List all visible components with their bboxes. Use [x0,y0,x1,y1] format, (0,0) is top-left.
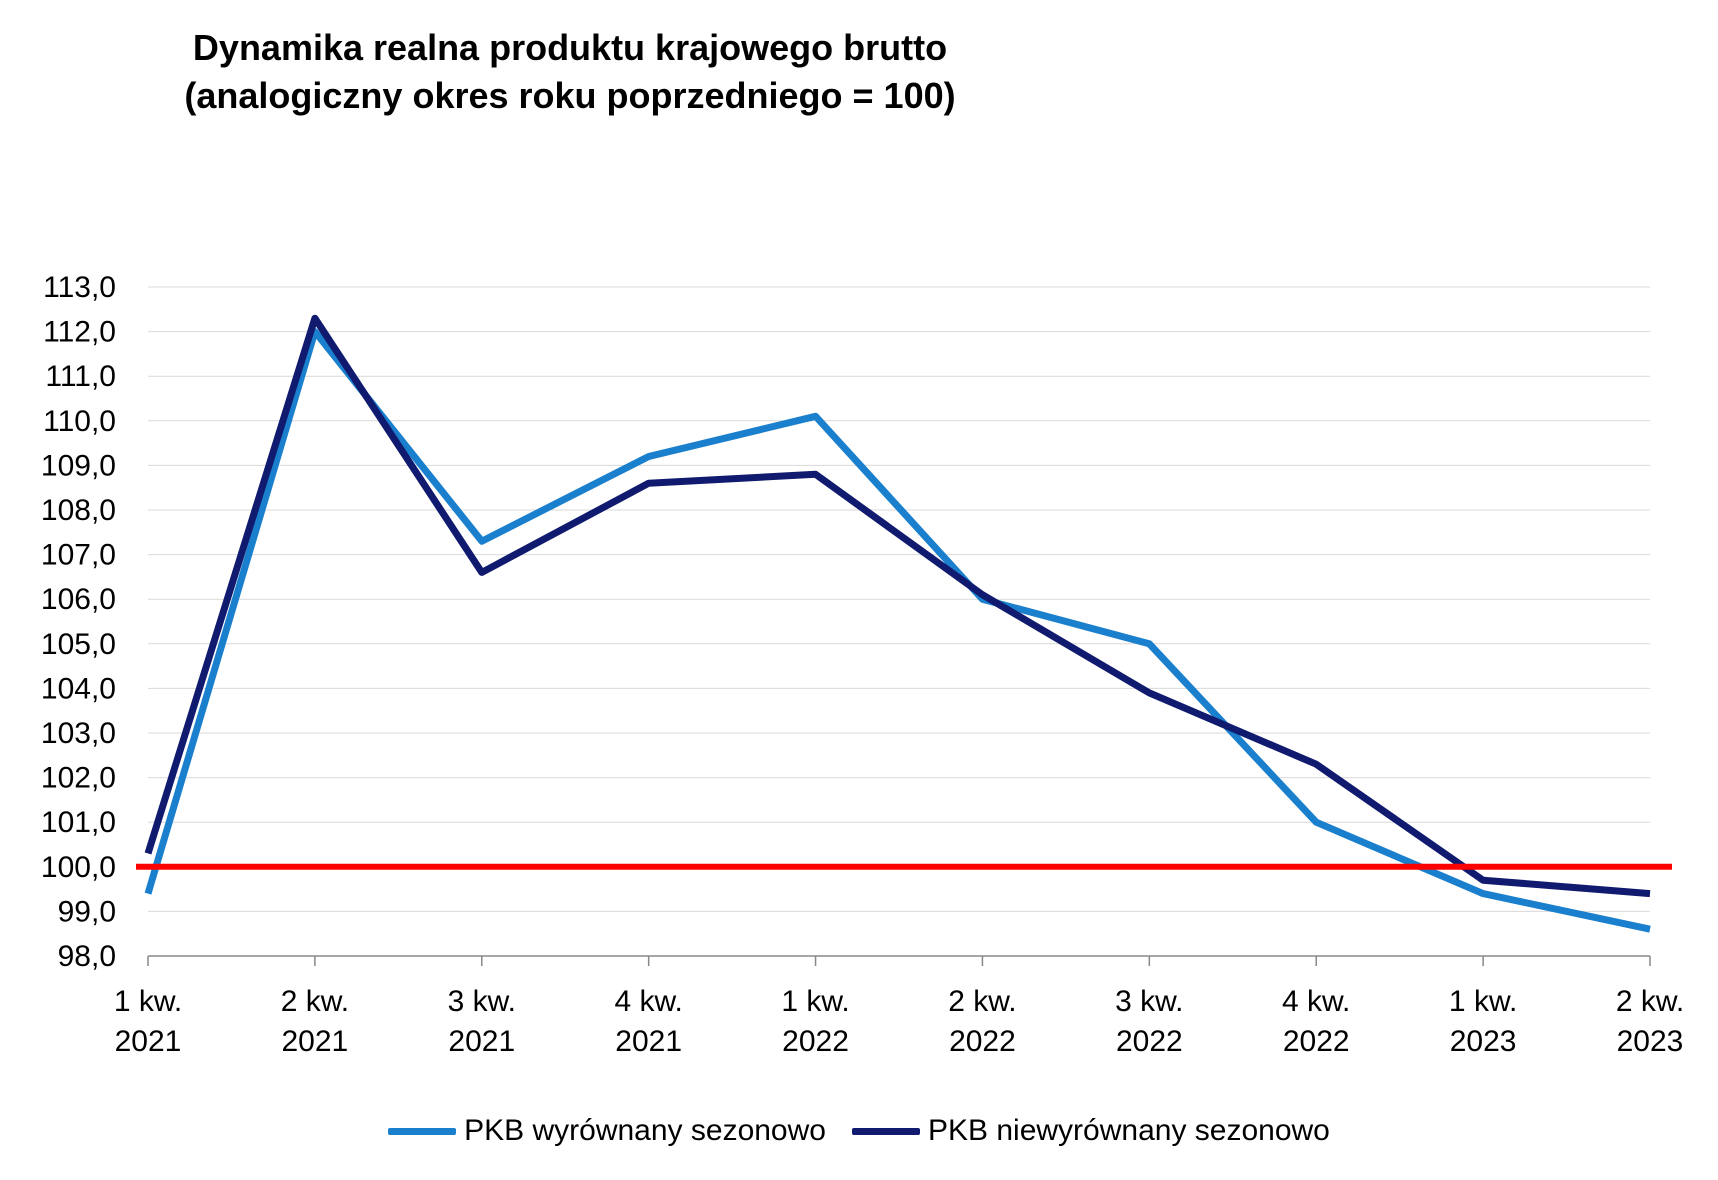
legend: PKB wyrównany sezonowo PKB niewyrównany … [0,1114,1718,1148]
y-tick-label: 102,0 [41,762,116,795]
y-tick-label: 103,0 [41,717,116,750]
legend-item-seasonally-adjusted: PKB wyrównany sezonowo [388,1114,826,1148]
x-tick-label-year: 2022 [949,1025,1016,1058]
x-tick-label-year: 2021 [115,1025,182,1058]
series-line-not-seasonally-adjusted [144,314,1651,898]
x-tick-label: 3 kw. [1115,985,1183,1018]
y-tick-label: 109,0 [41,449,116,482]
y-tick-label: 100,0 [41,851,116,884]
x-tick-label-year: 2022 [1283,1025,1350,1058]
y-tick-label: 101,0 [41,806,116,839]
y-tick-label: 107,0 [41,539,116,572]
y-tick-label: 108,0 [41,494,116,527]
x-tick-label: 2 kw. [281,985,349,1018]
chart-title: Dynamika realna produktu krajowego brutt… [192,27,948,68]
x-tick-label-year: 2021 [448,1025,515,1058]
x-tick-label-year: 2021 [282,1025,349,1058]
x-tick-label: 1 kw. [1449,985,1517,1018]
x-tick-label: 3 kw. [448,985,516,1018]
y-tick-label: 99,0 [58,895,116,928]
series-line-seasonally-adjusted [144,328,1651,933]
y-tick-label: 110,0 [43,405,116,438]
y-tick-label: 112,0 [43,316,116,349]
x-tick-label: 4 kw. [1282,985,1350,1018]
x-tick-label-year: 2022 [782,1025,849,1058]
legend-label-not-seasonally-adjusted: PKB niewyrównany sezonowo [927,1114,1330,1147]
x-tick-label: 2 kw. [948,985,1016,1018]
legend-item-not-seasonally-adjusted: PKB niewyrównany sezonowo [851,1114,1330,1148]
legend-label-seasonally-adjusted: PKB wyrównany sezonowo [464,1114,826,1147]
y-tick-label: 111,0 [45,360,116,393]
chart-subtitle: (analogiczny okres roku poprzedniego = 1… [184,75,956,116]
x-tick-label: 1 kw. [114,985,182,1018]
y-tick-label: 98,0 [58,940,116,973]
legend-swatch-not-seasonally-adjusted [851,1127,920,1135]
x-tick-label-year: 2023 [1450,1025,1517,1058]
x-tick-label-year: 2021 [615,1025,682,1058]
x-tick-label-year: 2022 [1116,1025,1183,1058]
y-tick-label: 104,0 [41,672,116,705]
x-tick-label-year: 2023 [1617,1025,1684,1058]
x-tick-label: 1 kw. [781,985,849,1018]
y-tick-label: 106,0 [41,583,116,616]
legend-swatch-seasonally-adjusted [388,1127,457,1135]
chart-title-block: Dynamika realna produktu krajowego brutt… [120,24,1020,120]
y-tick-label: 113,0 [43,271,116,304]
y-tick-label: 105,0 [41,628,116,661]
x-tick-label: 2 kw. [1616,985,1684,1018]
x-tick-label: 4 kw. [614,985,682,1018]
